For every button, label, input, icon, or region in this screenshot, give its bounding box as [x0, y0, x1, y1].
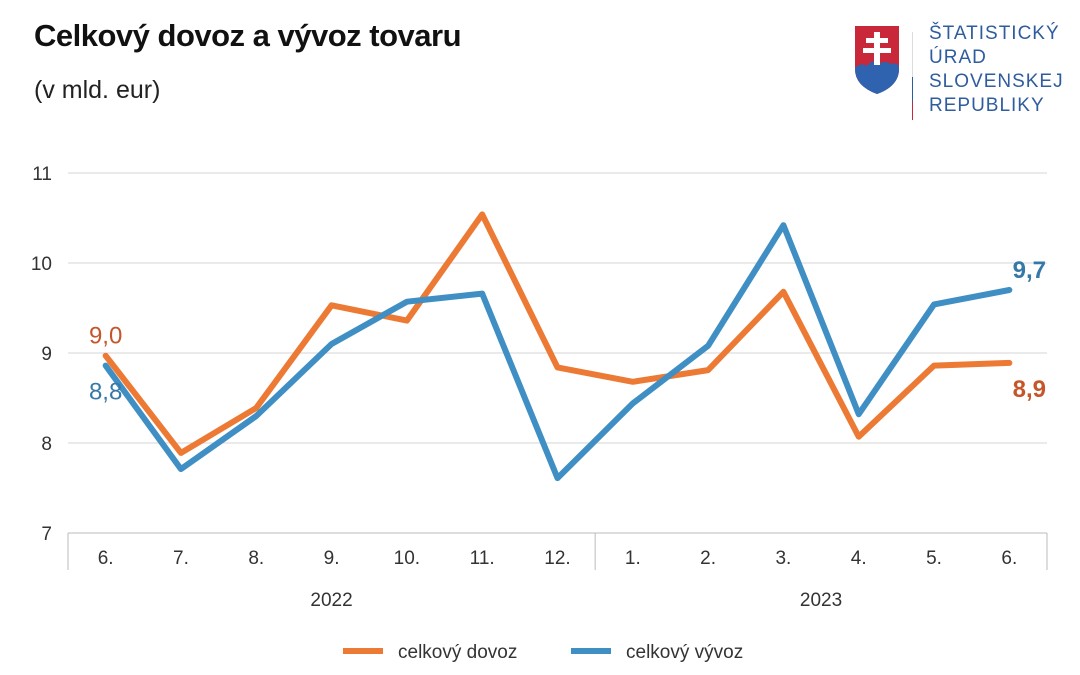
x-tick-label: 3. [775, 548, 791, 569]
y-tick-label: 11 [32, 164, 52, 185]
series-line-import [102, 211, 1013, 456]
year-label: 2023 [800, 590, 842, 611]
x-tick-label: 4. [851, 548, 867, 569]
chart-title: Celkový dovoz a vývoz tovaru [34, 18, 462, 53]
logo-line: REPUBLIKY [929, 95, 1045, 116]
legend-label: celkový vývoz [626, 642, 743, 663]
x-tick-label: 7. [173, 548, 189, 569]
slovak-coat-of-arms-icon [855, 26, 913, 120]
y-tick-label: 10 [31, 254, 52, 275]
data-label: 8,9 [1013, 376, 1046, 403]
x-tick-label: 6. [1001, 548, 1017, 569]
y-tick-label: 9 [41, 344, 52, 365]
data-label: 8,8 [89, 379, 122, 406]
x-tick-label: 5. [926, 548, 942, 569]
x-tick-label: 10. [394, 548, 420, 569]
data-label: 9,7 [1013, 257, 1046, 284]
data-label: 9,0 [89, 323, 122, 350]
x-tick-label: 11. [470, 548, 495, 569]
logo-line: ÚRAD [929, 47, 987, 68]
x-tick-label: 1. [625, 548, 641, 569]
logo-line: SLOVENSKEJ [929, 71, 1064, 92]
x-tick-label: 12. [544, 548, 570, 569]
y-tick-label: 8 [41, 434, 52, 455]
logo-line: ŠTATISTICKÝ [929, 23, 1060, 44]
logo-text: ŠTATISTICKÝ ÚRAD SLOVENSKEJ REPUBLIKY [929, 22, 1064, 118]
legend-label: celkový dovoz [398, 642, 517, 663]
x-tick-label: 2. [700, 548, 716, 569]
x-tick-label: 6. [98, 548, 114, 569]
chart-subtitle: (v mld. eur) [34, 76, 161, 104]
y-tick-label: 7 [41, 524, 52, 545]
x-tick-label: 8. [248, 548, 264, 569]
x-tick-label: 9. [324, 548, 340, 569]
year-label: 2022 [310, 590, 352, 611]
